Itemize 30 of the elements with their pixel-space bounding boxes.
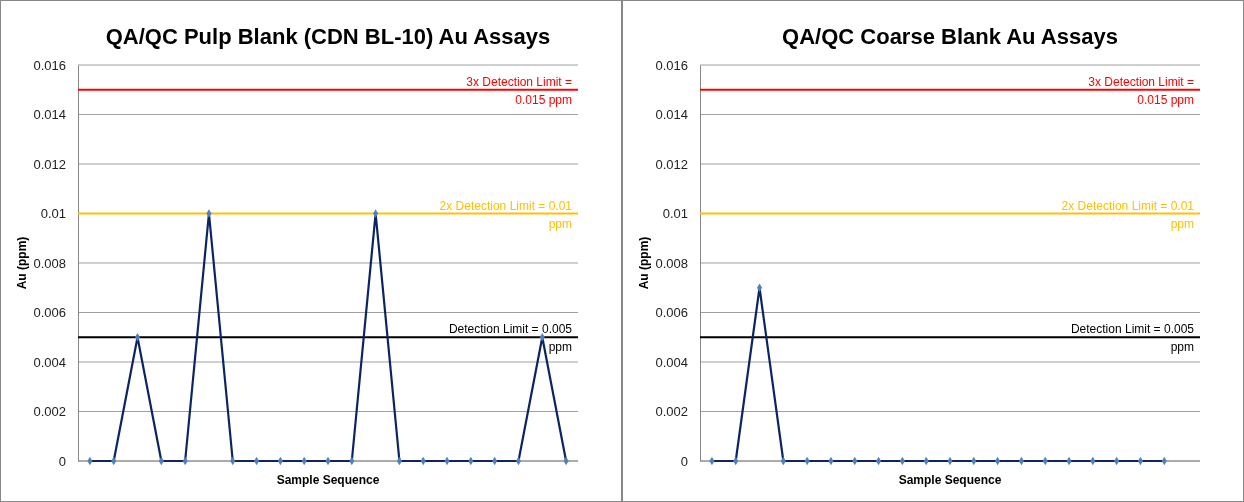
y-tick-label: 0.008 — [655, 255, 688, 271]
ref-line-label: 2x Detection Limit = 0.01 ppm — [439, 198, 573, 231]
y-tick-label: 0.016 — [33, 57, 66, 73]
y-tick-label: 0.012 — [33, 156, 66, 172]
y-tick-label: 0.004 — [33, 354, 66, 370]
y-axis-title: Au (ppm) — [637, 236, 651, 290]
y-tick-label: 0.01 — [662, 206, 688, 222]
y-tick-label: 0.016 — [655, 57, 688, 73]
y-tick-label: 0.006 — [33, 305, 66, 321]
chart-title: QA/QC Coarse Blank Au Assays — [782, 24, 1118, 49]
y-tick-label: 0.006 — [655, 305, 688, 321]
y-tick-label: 0 — [680, 453, 688, 469]
ref-line-label: 2x Detection Limit = 0.01 ppm — [1061, 198, 1195, 231]
y-tick-label: 0 — [58, 453, 66, 469]
x-axis-title: Sample Sequence — [898, 473, 1002, 487]
x-axis-title: Sample Sequence — [276, 473, 380, 487]
y-tick-label: 0.008 — [33, 255, 66, 271]
chart-title: QA/QC Pulp Blank (CDN BL-10) Au Assays — [105, 24, 551, 49]
y-tick-label: 0.014 — [655, 107, 688, 123]
y-axis-title: Au (ppm) — [15, 236, 29, 290]
ref-line-label: 3x Detection Limit = 0.015 ppm — [1088, 74, 1194, 107]
y-tick-label: 0.01 — [40, 206, 66, 222]
y-tick-label: 0.002 — [33, 404, 66, 420]
ref-line-label: 3x Detection Limit = 0.015 ppm — [466, 74, 572, 107]
y-tick-label: 0.014 — [33, 107, 66, 123]
ref-line-label: Detection Limit = 0.005 ppm — [1070, 322, 1195, 355]
y-tick-label: 0.004 — [655, 354, 688, 370]
ref-line-label: Detection Limit = 0.005 ppm — [448, 322, 573, 355]
y-tick-label: 0.012 — [655, 156, 688, 172]
y-tick-label: 0.002 — [655, 404, 688, 420]
